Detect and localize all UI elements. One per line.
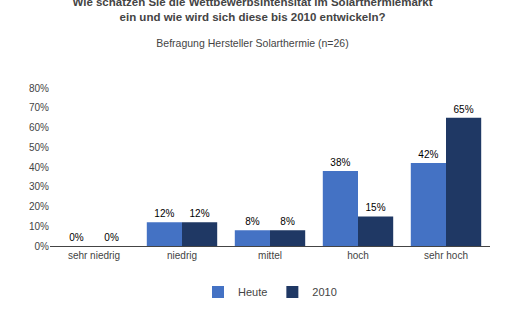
svg-text:8%: 8% xyxy=(245,216,260,227)
svg-text:sehr niedrig: sehr niedrig xyxy=(68,250,120,261)
svg-text:42%: 42% xyxy=(418,149,438,160)
svg-text:Wie schätzen Sie die Wettbewer: Wie schätzen Sie die Wettbewerbsintensit… xyxy=(72,0,432,23)
svg-text:mittel: mittel xyxy=(258,250,282,261)
svg-text:65%: 65% xyxy=(454,104,474,115)
svg-text:20%: 20% xyxy=(29,201,49,212)
svg-text:60%: 60% xyxy=(29,122,49,133)
svg-text:2010: 2010 xyxy=(312,286,336,298)
svg-text:Heute: Heute xyxy=(238,286,267,298)
svg-text:0%: 0% xyxy=(69,232,84,243)
svg-text:Befragung Hersteller Solarther: Befragung Hersteller Solarthermie (n=26) xyxy=(156,37,348,49)
svg-text:0%: 0% xyxy=(104,232,119,243)
svg-text:0%: 0% xyxy=(35,241,50,252)
svg-text:30%: 30% xyxy=(29,181,49,192)
svg-text:40%: 40% xyxy=(29,162,49,173)
svg-text:8%: 8% xyxy=(280,216,295,227)
svg-text:70%: 70% xyxy=(29,102,49,113)
svg-text:50%: 50% xyxy=(29,142,49,153)
svg-text:12%: 12% xyxy=(154,208,174,219)
svg-text:15%: 15% xyxy=(366,202,386,213)
svg-text:sehr hoch: sehr hoch xyxy=(424,250,468,261)
svg-text:12%: 12% xyxy=(190,208,210,219)
svg-text:38%: 38% xyxy=(330,157,350,168)
svg-text:80%: 80% xyxy=(29,83,49,94)
svg-text:10%: 10% xyxy=(29,221,49,232)
svg-text:niedrig: niedrig xyxy=(167,250,197,261)
svg-text:hoch: hoch xyxy=(347,250,369,261)
